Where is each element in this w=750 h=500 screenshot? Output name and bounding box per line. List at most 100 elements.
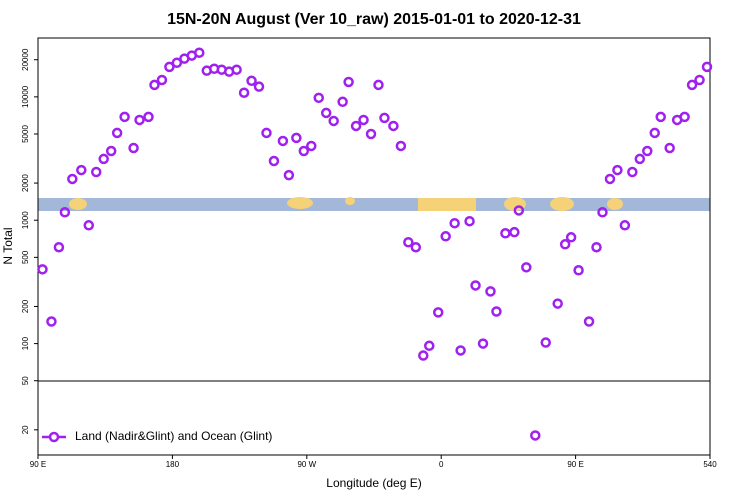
legend-label: Land (Nadir&Glint) and Ocean (Glint): [75, 429, 272, 443]
data-point: [298, 145, 310, 157]
data-point: [388, 120, 399, 132]
data-point: [455, 345, 466, 356]
x-tick-label: 540: [703, 460, 717, 469]
y-tick-label: 50: [21, 376, 30, 385]
y-tick-label: 20000: [21, 48, 30, 71]
data-point: [464, 215, 475, 227]
y-tick-label: 20: [21, 425, 30, 434]
data-point: [320, 107, 332, 119]
data-point: [418, 350, 429, 361]
data-point: [521, 262, 532, 273]
data-point: [379, 112, 390, 124]
data-point: [627, 166, 638, 178]
data-point: [149, 79, 160, 91]
data-point: [277, 135, 289, 147]
data-point: [313, 92, 324, 104]
data-point: [432, 307, 444, 318]
x-tick-label: 90 W: [297, 460, 316, 469]
data-point: [134, 114, 145, 126]
data-point: [477, 338, 489, 349]
data-point: [694, 74, 705, 86]
y-tick-label: 500: [21, 250, 30, 264]
y-tick-label: 100: [21, 336, 30, 350]
data-point: [597, 207, 608, 218]
data-point: [67, 173, 78, 185]
data-point: [440, 231, 451, 242]
y-axis-label: N Total: [1, 227, 15, 264]
data-point: [634, 153, 646, 165]
data-point: [76, 164, 87, 176]
data-point: [491, 306, 502, 317]
data-point: [583, 316, 595, 327]
data-point: [83, 220, 95, 231]
data-point: [679, 111, 690, 123]
data-point: [98, 153, 109, 165]
data-point: [128, 142, 139, 154]
chart-title: 15N-20N August (Ver 10_raw) 2015-01-01 t…: [167, 11, 581, 28]
data-point: [37, 264, 48, 275]
data-point: [604, 173, 616, 185]
data-point: [283, 169, 295, 181]
data-point: [268, 155, 280, 167]
data-point: [424, 340, 435, 352]
data-point: [403, 236, 414, 248]
data-point: [246, 75, 257, 87]
data-point: [565, 232, 577, 243]
data-point: [530, 430, 541, 441]
y-tick-label: 5000: [21, 125, 30, 143]
data-point: [686, 79, 698, 91]
data-point: [156, 74, 168, 86]
data-point: [649, 127, 660, 139]
data-point: [164, 61, 175, 73]
data-point: [111, 127, 123, 139]
data-point: [470, 280, 481, 291]
x-tick-label: 90 E: [30, 460, 46, 469]
data-point: [53, 241, 65, 253]
x-axis-label: Longitude (deg E): [326, 476, 421, 490]
x-tick-label: 180: [166, 460, 180, 469]
data-point: [171, 57, 183, 69]
data-point: [253, 81, 265, 92]
data-point: [261, 127, 272, 139]
legend-marker: [48, 431, 60, 443]
y-tick-label: 10000: [21, 85, 30, 108]
y-tick-label: 200: [21, 299, 30, 313]
data-point: [655, 111, 666, 123]
y-tick-label: 2000: [21, 174, 30, 192]
data-point: [619, 220, 631, 231]
data-point: [612, 164, 623, 176]
data-point: [509, 226, 520, 238]
data-point: [591, 241, 602, 253]
map-strip: [38, 197, 710, 211]
data-point: [485, 286, 496, 297]
data-point: [306, 140, 317, 152]
data-point: [238, 87, 250, 98]
data-point: [90, 166, 102, 178]
data-point: [231, 64, 242, 75]
x-tick-label: 90 E: [567, 460, 583, 469]
data-point: [559, 239, 571, 250]
data-point: [46, 316, 57, 327]
data-point: [573, 265, 584, 276]
data-point: [664, 142, 675, 154]
data-point: [540, 337, 551, 348]
y-tick-label: 1000: [21, 211, 30, 229]
data-point: [337, 96, 348, 108]
data-point: [59, 207, 71, 218]
plot-frame: [37, 37, 711, 456]
data-point: [395, 140, 407, 152]
data-point: [343, 76, 354, 88]
data-point: [358, 114, 369, 126]
data-point: [119, 111, 130, 123]
data-point: [500, 228, 511, 239]
data-point: [291, 132, 302, 144]
data-point: [449, 217, 460, 229]
data-point: [328, 115, 339, 127]
data-point: [642, 145, 653, 157]
x-tick-label: 0: [439, 460, 444, 469]
data-point: [552, 298, 563, 309]
data-point: [194, 47, 205, 58]
data-point: [143, 111, 154, 123]
data-point: [365, 128, 377, 140]
